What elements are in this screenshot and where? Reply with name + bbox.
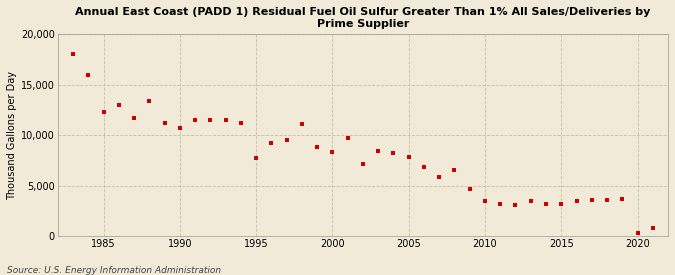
Point [403, 155, 414, 160]
Point [250, 156, 261, 161]
Point [113, 103, 124, 107]
Point [449, 168, 460, 173]
Point [434, 174, 445, 179]
Point [281, 138, 292, 142]
Point [312, 145, 323, 150]
Point [358, 162, 369, 167]
Point [98, 110, 109, 114]
Point [296, 122, 307, 126]
Point [541, 202, 551, 206]
Point [418, 165, 429, 170]
Y-axis label: Thousand Gallons per Day: Thousand Gallons per Day [7, 71, 17, 200]
Point [236, 121, 246, 125]
Point [68, 52, 78, 57]
Point [159, 121, 170, 125]
Point [174, 126, 185, 130]
Point [342, 136, 353, 140]
Point [464, 186, 475, 191]
Point [205, 118, 216, 122]
Point [144, 99, 155, 103]
Point [479, 199, 490, 203]
Point [327, 150, 338, 155]
Point [601, 197, 612, 202]
Point [571, 199, 582, 203]
Point [617, 197, 628, 201]
Point [495, 202, 506, 206]
Point [525, 199, 536, 203]
Point [220, 118, 231, 122]
Text: Source: U.S. Energy Information Administration: Source: U.S. Energy Information Administ… [7, 266, 221, 275]
Point [632, 231, 643, 235]
Point [510, 203, 521, 207]
Point [373, 149, 383, 153]
Point [190, 118, 200, 122]
Point [587, 197, 597, 202]
Point [388, 151, 399, 156]
Point [266, 141, 277, 145]
Point [83, 72, 94, 77]
Title: Annual East Coast (PADD 1) Residual Fuel Oil Sulfur Greater Than 1% All Sales/De: Annual East Coast (PADD 1) Residual Fuel… [75, 7, 651, 29]
Point [556, 202, 566, 206]
Point [647, 226, 658, 230]
Point [129, 116, 140, 120]
